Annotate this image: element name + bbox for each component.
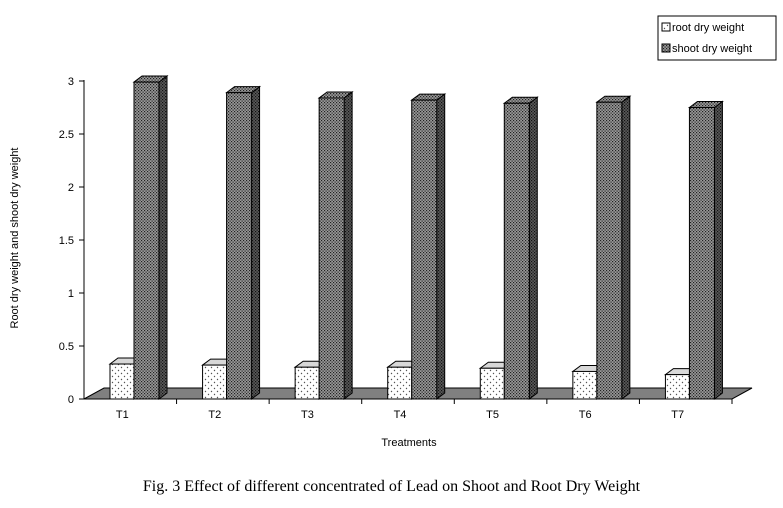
bar-root-t1-front bbox=[109, 363, 135, 400]
bar-shoot-t7-side bbox=[713, 100, 723, 400]
bar-shoot-t5 bbox=[502, 96, 539, 400]
bar-shoot-t4 bbox=[410, 93, 447, 400]
y-tick-label: 2 bbox=[68, 182, 74, 194]
bar-shoot-t2 bbox=[225, 85, 262, 400]
legend-box bbox=[657, 15, 777, 61]
bar-root-t2-front bbox=[202, 364, 228, 400]
x-tick-label: T6 bbox=[579, 409, 592, 421]
y-axis-ticks: 0 0.5 1 1.5 2 2.5 3 bbox=[59, 76, 84, 406]
y-tick-label: 0.5 bbox=[59, 341, 74, 353]
y-tick-label: 1 bbox=[68, 288, 74, 300]
bars-group bbox=[108, 75, 724, 400]
bar-shoot-t6-side bbox=[621, 95, 631, 400]
bar-shoot-t5-front bbox=[503, 102, 530, 400]
bar-shoot-t3-front bbox=[318, 97, 345, 400]
y-tick-label: 1.5 bbox=[59, 235, 74, 247]
bar-shoot-t2-front bbox=[226, 92, 253, 400]
legend-label-shoot: shoot dry weight bbox=[672, 43, 752, 55]
bar-shoot-t3 bbox=[317, 90, 354, 400]
y-tick-label: 0 bbox=[68, 394, 74, 406]
y-axis-title: Root dry weight and shoot dry weight bbox=[9, 148, 21, 329]
bar-shoot-t6 bbox=[595, 95, 632, 400]
bar-shoot-t4-front bbox=[411, 99, 438, 400]
figure-caption: Fig. 3 Effect of different concentrated … bbox=[142, 478, 641, 495]
x-tick-label: T3 bbox=[301, 409, 314, 421]
legend: root dry weight shoot dry weight bbox=[657, 15, 777, 61]
bar-root-t4-front bbox=[387, 366, 413, 400]
x-tick-label: T5 bbox=[486, 409, 499, 421]
bar-shoot-t4-side bbox=[436, 93, 446, 400]
bar-shoot-t1-front bbox=[133, 81, 160, 400]
x-tick-label: T2 bbox=[208, 409, 221, 421]
x-axis-ticks: T1 T2 T3 T4 T5 T6 T7 bbox=[116, 399, 733, 421]
bar-root-t7-front bbox=[664, 374, 690, 400]
bar-shoot-t7 bbox=[687, 100, 724, 400]
legend-label-root: root dry weight bbox=[672, 22, 744, 34]
bar-root-t5-front bbox=[479, 367, 505, 400]
x-tick-label: T4 bbox=[394, 409, 407, 421]
bar-shoot-t3-side bbox=[343, 90, 353, 400]
bar-shoot-t2-side bbox=[251, 85, 261, 400]
bar-shoot-t1-side bbox=[158, 75, 168, 400]
bar-shoot-t1 bbox=[132, 75, 169, 400]
bar-root-t6-front bbox=[572, 370, 598, 400]
x-tick-label: T7 bbox=[671, 409, 684, 421]
bar-shoot-t5-side bbox=[528, 96, 538, 400]
bar-shoot-t6-front bbox=[596, 101, 623, 400]
x-tick-label: T1 bbox=[116, 409, 129, 421]
x-axis-title: Treatments bbox=[381, 437, 437, 449]
bar-shoot-t7-front bbox=[688, 107, 715, 400]
legend-swatch-shoot bbox=[661, 43, 671, 53]
legend-swatch-root bbox=[661, 22, 671, 32]
y-tick-label: 2.5 bbox=[59, 129, 74, 141]
y-tick-label: 3 bbox=[68, 76, 74, 88]
bar-chart: 00.511.522.53 T1 T2 T3 T4 T5 T6 T7 Treatments … bbox=[9, 15, 777, 449]
bar-root-t3-front bbox=[294, 366, 320, 400]
